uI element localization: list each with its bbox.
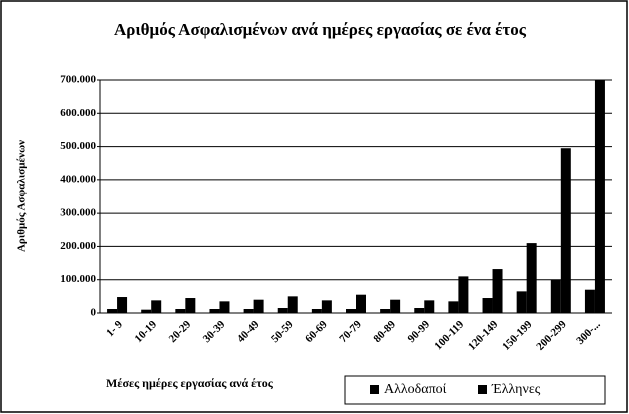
- legend-swatch: [370, 385, 379, 394]
- y-tick-label: 300.000: [60, 207, 96, 219]
- legend-box: [344, 375, 606, 405]
- y-tick-label: 400.000: [60, 173, 96, 185]
- bar: [141, 309, 152, 313]
- bar: [526, 243, 537, 313]
- bar: [424, 300, 435, 313]
- bar: [356, 294, 366, 313]
- bar: [448, 301, 459, 313]
- bar: [390, 299, 401, 313]
- bar: [482, 298, 493, 313]
- bar: [584, 289, 595, 313]
- bar: [492, 269, 503, 313]
- y-tick-label: 100.000: [60, 273, 96, 285]
- bar: [209, 309, 220, 313]
- bar: [107, 309, 118, 313]
- y-axis-label: Αριθμός Ασφαλισμένων: [16, 140, 28, 252]
- legend-swatch: [478, 385, 487, 394]
- bar: [380, 309, 391, 313]
- y-tick-label: 700.000: [60, 74, 96, 86]
- y-tick-label: 500.000: [60, 140, 96, 152]
- y-tick-label: 0: [91, 307, 97, 319]
- bar: [311, 309, 322, 313]
- bar: [516, 291, 527, 313]
- bar: [414, 308, 425, 313]
- bar: [594, 80, 605, 313]
- bar: [346, 309, 356, 313]
- bar: [117, 297, 128, 313]
- bar: [321, 300, 332, 313]
- bar: [219, 301, 230, 313]
- y-tick-label: 200.000: [60, 240, 96, 252]
- legend-label: Αλλοδαποί: [384, 382, 447, 397]
- chart-title: Αριθμός Ασφαλισμένων ανά ημέρες εργασίας…: [114, 20, 527, 39]
- bar: [185, 298, 196, 313]
- bar: [550, 279, 561, 313]
- bar: [277, 308, 288, 313]
- x-axis-label: Μέσες ημέρες εργασίας ανά έτος: [106, 376, 274, 390]
- bar: [253, 299, 264, 313]
- bar: [458, 276, 469, 313]
- bar: [560, 148, 571, 313]
- legend-label: Έλληνες: [491, 382, 541, 397]
- bar: [287, 296, 298, 313]
- bar: [151, 300, 162, 313]
- bar: [243, 309, 254, 313]
- bar: [175, 309, 186, 313]
- y-tick-label: 600.000: [60, 107, 96, 119]
